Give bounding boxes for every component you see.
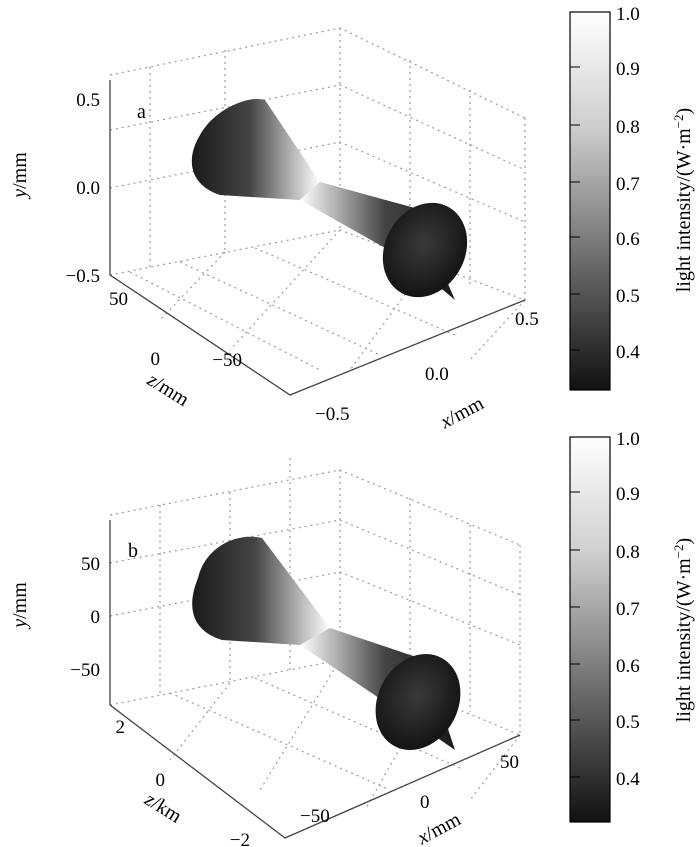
- panel-b-colorbar-tick: 0.4: [616, 769, 640, 790]
- panel-a-colorbar-tick: 0.4: [616, 342, 640, 363]
- panel-b-z-tick: 0: [156, 770, 166, 791]
- panel-b-z-label: z/km: [140, 788, 186, 828]
- panel-a-x-ticks: −0.5 0.0 0.5: [315, 309, 539, 425]
- panel-b-grid: [109, 458, 521, 839]
- panel-b-y-tick: −50: [70, 660, 100, 681]
- panel-b-y-ticks: 50 0 −50: [70, 554, 100, 681]
- panel-b-axis-frame: [109, 520, 521, 839]
- panel-a-colorbar-tick: 0.8: [616, 117, 640, 138]
- panel-a-x-tick: −0.5: [315, 404, 349, 425]
- panel-a-colorbar-bar: [569, 11, 611, 391]
- panel-a-colorbar-tick: 0.7: [616, 174, 640, 195]
- panel-b-colorbar: 1.0 0.9 0.8 0.7 0.6 0.5 0.4 light intens…: [569, 429, 695, 823]
- panel-a-x-label: x/mm: [436, 392, 488, 433]
- panel-a-z-tick: 0: [151, 349, 161, 370]
- panel-b-beam-left-cone: [192, 536, 330, 645]
- panel-b-colorbar-tick: 0.7: [616, 599, 640, 620]
- panel-a-y-tick: −0.5: [66, 266, 100, 287]
- panel-b-letter: b: [128, 540, 138, 562]
- panel-a-colorbar-tick: 0.9: [616, 59, 640, 80]
- panel-a-grid: [109, 27, 526, 396]
- panel-b-z-tick: 2: [116, 717, 126, 738]
- panel-a-colorbar-label: light intensity/(W·m−2): [671, 108, 695, 292]
- panel-b-colorbar-tick: 0.8: [616, 542, 640, 563]
- panel-a-colorbar-tick: 0.6: [616, 229, 640, 250]
- panel-b-colorbar-label: light intensity/(W·m−2): [671, 538, 695, 722]
- panel-b: b 50 0 −50 y/mm 2 0 −2 z/km −50 0 50 x/m…: [9, 429, 695, 847]
- panel-b-x-tick: 0: [420, 792, 430, 813]
- panel-a-y-ticks: 0.5 0.0 −0.5: [66, 90, 100, 287]
- panel-a: a 0.5 0.0 −0.5 y/mm 50 0 −50 z/mm −0.5 0…: [9, 4, 695, 434]
- panel-b-x-ticks: −50 0 50: [300, 752, 519, 827]
- panel-b-x-tick: 50: [500, 752, 519, 773]
- panel-b-beam-cap: [375, 654, 461, 750]
- panel-b-colorbar-ticks: 1.0 0.9 0.8 0.7 0.6 0.5 0.4: [570, 429, 640, 790]
- panel-a-z-ticks: 50 0 −50: [109, 289, 242, 371]
- panel-a-x-tick: 0.5: [515, 309, 539, 330]
- panel-a-z-tick: −50: [212, 350, 242, 371]
- panel-b-z-ticks: 2 0 −2: [116, 717, 251, 847]
- panel-b-z-tick: −2: [230, 830, 250, 847]
- panel-b-colorbar-tick: 1.0: [616, 429, 640, 450]
- panel-a-z-label: z/mm: [143, 368, 194, 411]
- panel-b-colorbar-tick: 0.9: [616, 484, 640, 505]
- panel-a-letter: a: [137, 101, 146, 123]
- panel-a-z-tick: 50: [109, 289, 128, 310]
- panel-a-beam: [191, 98, 468, 300]
- panel-a-beam-cap: [382, 202, 468, 298]
- panel-a-colorbar-ticks: 1.0 0.9 0.8 0.7 0.6 0.5 0.4: [570, 4, 640, 363]
- panel-a-colorbar-tick: 1.0: [616, 4, 640, 25]
- panel-a-axis-frame: [109, 80, 526, 396]
- panel-b-y-tick: 50: [81, 554, 100, 575]
- panel-b-x-label: x/mm: [413, 808, 465, 847]
- panel-a-y-tick: 0.0: [76, 178, 100, 199]
- panel-b-x-tick: −50: [300, 806, 330, 827]
- panel-a-y-label: y/mm: [9, 152, 31, 200]
- panel-a-colorbar: 1.0 0.9 0.8 0.7 0.6 0.5 0.4 light intens…: [569, 4, 695, 391]
- panel-b-y-tick: 0: [91, 607, 101, 628]
- panel-a-y-tick: 0.5: [76, 90, 100, 111]
- panel-b-colorbar-bar: [569, 436, 611, 823]
- panel-b-y-label: y/mm: [9, 582, 31, 630]
- panel-a-colorbar-tick: 0.5: [616, 286, 640, 307]
- panel-b-colorbar-tick: 0.5: [616, 712, 640, 733]
- panel-b-colorbar-tick: 0.6: [616, 656, 640, 677]
- panel-b-beam: [192, 536, 461, 750]
- panel-a-beam-left-cone: [191, 98, 320, 200]
- panel-a-x-tick: 0.0: [425, 364, 449, 385]
